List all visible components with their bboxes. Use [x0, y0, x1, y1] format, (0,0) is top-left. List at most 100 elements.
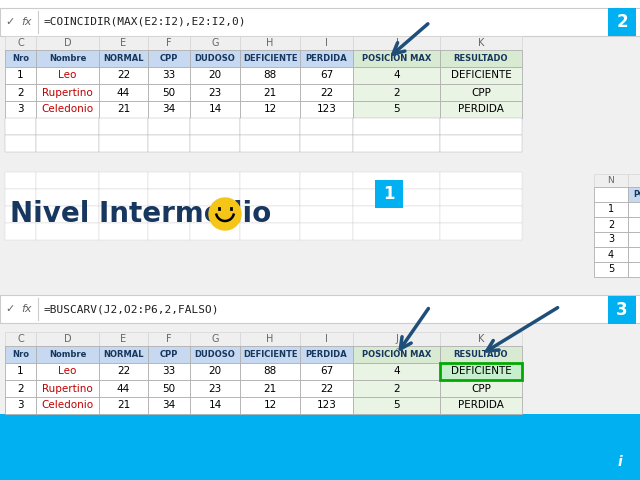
Bar [594, 262, 628, 277]
Bar [353, 380, 440, 397]
Text: Leo: Leo [58, 367, 77, 376]
Bar [628, 187, 640, 202]
Bar [440, 332, 522, 346]
Bar [300, 84, 353, 101]
Text: fx: fx [22, 304, 32, 314]
Bar [148, 346, 190, 363]
Text: 50: 50 [163, 384, 175, 394]
Bar [440, 172, 522, 189]
Text: 5: 5 [393, 400, 400, 410]
Bar [300, 346, 353, 363]
Bar [628, 202, 640, 217]
Text: =COINCIDIR(MAX(E2:I2),E2:I2,0): =COINCIDIR(MAX(E2:I2),E2:I2,0) [44, 17, 246, 27]
Bar [440, 363, 522, 380]
Bar [36, 172, 99, 189]
Text: 1: 1 [17, 71, 24, 81]
Bar [148, 135, 190, 152]
Text: 34: 34 [163, 105, 175, 115]
Bar [353, 36, 440, 50]
Bar [5, 118, 36, 135]
Text: J: J [395, 334, 398, 344]
Bar [353, 135, 440, 152]
Bar [36, 67, 99, 84]
Bar [440, 101, 522, 118]
Bar [608, 296, 636, 324]
Text: i: i [618, 455, 622, 469]
Text: DEFICIENTE: DEFICIENTE [243, 54, 297, 63]
Bar [594, 187, 628, 202]
Bar [240, 84, 300, 101]
Bar [36, 397, 99, 414]
Bar [440, 189, 522, 206]
Text: Celedonio: Celedonio [42, 400, 93, 410]
Bar [190, 101, 240, 118]
Text: C: C [17, 334, 24, 344]
Text: 33: 33 [163, 367, 175, 376]
Text: 22: 22 [320, 384, 333, 394]
Bar [300, 118, 353, 135]
Bar [300, 36, 353, 50]
Bar [300, 101, 353, 118]
Bar [353, 346, 440, 363]
Bar [300, 332, 353, 346]
Text: C: C [17, 38, 24, 48]
Text: 21: 21 [264, 384, 276, 394]
Bar [240, 189, 300, 206]
Bar [36, 50, 99, 67]
Bar [300, 172, 353, 189]
Bar [628, 247, 640, 262]
Text: 123: 123 [317, 400, 337, 410]
Bar [0, 414, 640, 480]
Bar [628, 217, 640, 232]
Text: NORMAL: NORMAL [103, 350, 144, 359]
Bar [148, 84, 190, 101]
Text: H: H [266, 334, 274, 344]
Text: 34: 34 [163, 400, 175, 410]
Bar [594, 174, 628, 187]
Text: CPP: CPP [160, 54, 178, 63]
Bar [190, 346, 240, 363]
Bar [353, 101, 440, 118]
Bar [36, 223, 99, 240]
Bar [148, 172, 190, 189]
Bar [148, 332, 190, 346]
Text: PERDIDA: PERDIDA [458, 105, 504, 115]
Bar [353, 172, 440, 189]
Bar [0, 8, 640, 36]
Text: =BUSCARV(J2,O2:P6,2,FALSO): =BUSCARV(J2,O2:P6,2,FALSO) [44, 304, 220, 314]
Text: 3: 3 [17, 400, 24, 410]
Bar [440, 380, 522, 397]
Bar [240, 346, 300, 363]
Text: 20: 20 [209, 71, 221, 81]
Text: 12: 12 [264, 105, 276, 115]
Bar [300, 189, 353, 206]
Text: 3: 3 [17, 105, 24, 115]
Bar [628, 232, 640, 247]
Text: D: D [64, 38, 71, 48]
Bar [190, 206, 240, 223]
Bar [99, 101, 148, 118]
Bar [5, 135, 36, 152]
Text: 44: 44 [117, 384, 130, 394]
Text: 22: 22 [117, 71, 130, 81]
Bar [594, 217, 628, 232]
Text: POSICIÓN: POSICIÓN [633, 190, 640, 199]
Text: D: D [64, 334, 71, 344]
Bar [5, 172, 36, 189]
Text: 23: 23 [209, 87, 221, 97]
Bar [353, 332, 440, 346]
Text: 88: 88 [264, 367, 276, 376]
Bar [99, 172, 148, 189]
Bar [36, 332, 99, 346]
Bar [353, 84, 440, 101]
Text: 23: 23 [209, 384, 221, 394]
Bar [190, 67, 240, 84]
Bar [353, 397, 440, 414]
Bar [5, 332, 36, 346]
Bar [190, 50, 240, 67]
Bar [5, 189, 36, 206]
Text: DEFICIENTE: DEFICIENTE [451, 367, 511, 376]
Bar [99, 332, 148, 346]
Bar [240, 206, 300, 223]
Text: 2: 2 [393, 87, 400, 97]
